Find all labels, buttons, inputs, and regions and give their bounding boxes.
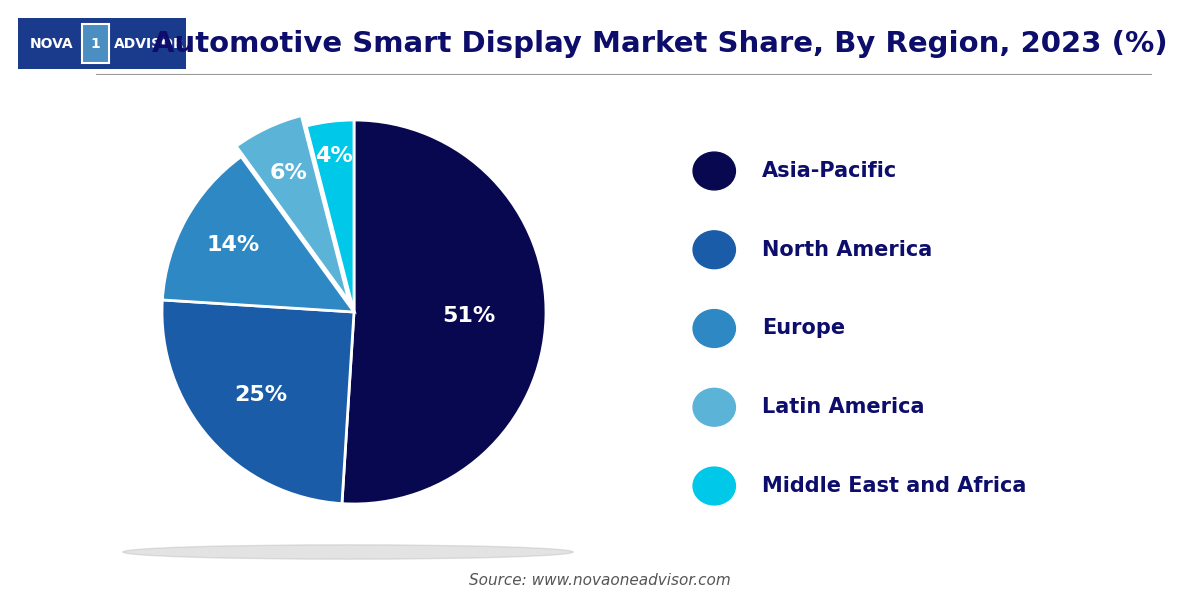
Text: ADVISOR: ADVISOR xyxy=(114,37,185,50)
Text: Latin America: Latin America xyxy=(762,397,925,417)
Text: 6%: 6% xyxy=(270,163,307,183)
Text: NOVA: NOVA xyxy=(30,37,73,50)
Wedge shape xyxy=(306,120,354,312)
Ellipse shape xyxy=(124,545,574,559)
Text: Source: www.novaoneadvisor.com: Source: www.novaoneadvisor.com xyxy=(469,573,731,588)
Wedge shape xyxy=(342,120,546,504)
Wedge shape xyxy=(162,300,354,503)
Text: 51%: 51% xyxy=(443,305,496,326)
Circle shape xyxy=(694,388,736,426)
Text: Automotive Smart Display Market Share, By Region, 2023 (%): Automotive Smart Display Market Share, B… xyxy=(152,30,1168,58)
Circle shape xyxy=(694,231,736,269)
FancyBboxPatch shape xyxy=(82,24,109,63)
Text: North America: North America xyxy=(762,240,932,260)
Circle shape xyxy=(694,310,736,347)
Circle shape xyxy=(694,152,736,190)
FancyBboxPatch shape xyxy=(18,18,186,69)
Text: 1: 1 xyxy=(90,37,100,50)
Wedge shape xyxy=(162,157,354,312)
Circle shape xyxy=(694,467,736,505)
Text: Middle East and Africa: Middle East and Africa xyxy=(762,476,1026,496)
Text: 4%: 4% xyxy=(316,146,353,166)
Text: 25%: 25% xyxy=(234,385,287,404)
Text: Europe: Europe xyxy=(762,319,845,338)
Text: 14%: 14% xyxy=(206,235,259,256)
Text: Asia-Pacific: Asia-Pacific xyxy=(762,161,898,181)
Wedge shape xyxy=(236,116,349,302)
